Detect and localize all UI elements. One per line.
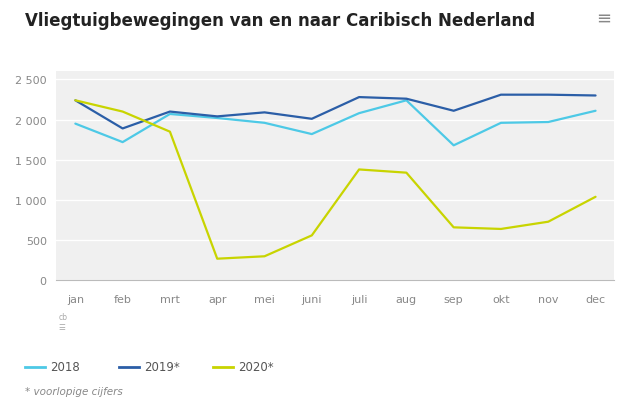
Text: Vliegtuigbewegingen van en naar Caribisch Nederland: Vliegtuigbewegingen van en naar Caribisc…: [25, 12, 535, 30]
Text: 2018: 2018: [50, 360, 80, 373]
Text: feb: feb: [113, 295, 132, 305]
Text: * voorlopige cijfers: * voorlopige cijfers: [25, 386, 123, 396]
Text: cb
☰: cb ☰: [59, 312, 68, 331]
Text: 2020*: 2020*: [238, 360, 274, 373]
Text: mei: mei: [254, 295, 275, 305]
Text: nov: nov: [538, 295, 559, 305]
Text: 2019*: 2019*: [144, 360, 180, 373]
Text: okt: okt: [492, 295, 510, 305]
Text: aug: aug: [396, 295, 417, 305]
Text: jan: jan: [67, 295, 84, 305]
Text: juni: juni: [302, 295, 322, 305]
Text: apr: apr: [208, 295, 226, 305]
Text: ≡: ≡: [596, 10, 611, 28]
Text: juli: juli: [351, 295, 367, 305]
Text: mrt: mrt: [160, 295, 180, 305]
Text: dec: dec: [586, 295, 606, 305]
Text: sep: sep: [444, 295, 463, 305]
